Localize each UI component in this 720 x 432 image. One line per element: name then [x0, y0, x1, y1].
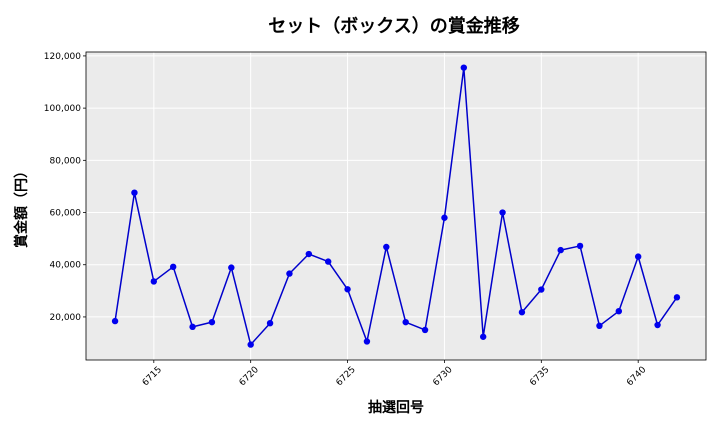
data-point [421, 326, 429, 334]
data-point [208, 318, 216, 326]
data-point [634, 253, 642, 260]
data-point [111, 317, 119, 325]
plot-border [85, 51, 707, 361]
data-point [479, 333, 487, 340]
data-point [286, 270, 293, 277]
y-axis-label: 賞金額（円） [13, 164, 30, 248]
data-point [266, 319, 274, 327]
y-tick-label: 80,000 [50, 156, 82, 166]
data-point [363, 338, 371, 345]
data-point [654, 321, 661, 329]
data-point [538, 286, 545, 293]
y-tick-label: 20,000 [50, 313, 82, 323]
y-tick-label: 60,000 [50, 209, 82, 219]
data-point [247, 341, 254, 348]
data-point [344, 286, 351, 293]
data-point [402, 318, 409, 326]
series-layer [111, 64, 681, 348]
data-point [460, 64, 468, 71]
series-line [114, 66, 678, 346]
data-point [305, 250, 313, 258]
x-tick-label: 6735 [528, 365, 551, 388]
data-point [150, 278, 158, 285]
data-point [615, 307, 623, 315]
data-point [441, 214, 448, 221]
data-point [189, 323, 196, 331]
data-point [131, 189, 138, 196]
data-point [596, 322, 603, 330]
y-tick-label: 40,000 [50, 261, 82, 271]
data-point [383, 243, 390, 251]
x-tick-label: 6740 [625, 365, 648, 388]
grid-lines [86, 52, 706, 360]
x-tick-label: 6725 [335, 365, 358, 388]
data-point [518, 309, 526, 316]
y-tick-label: 120,000 [44, 52, 81, 62]
x-tick-label: 6715 [141, 365, 164, 388]
data-point [228, 264, 235, 271]
plot-area [86, 52, 706, 360]
x-axis-label: 抽選回号 [368, 399, 424, 416]
y-tick-label: 100,000 [44, 104, 81, 114]
data-point [576, 242, 584, 250]
x-tick-label: 6730 [431, 365, 454, 388]
data-point [499, 209, 506, 216]
data-point [557, 246, 564, 254]
data-point [169, 263, 177, 271]
x-tick-label: 6720 [238, 365, 261, 388]
chart-title: セット（ボックス）の賞金推移 [268, 15, 519, 37]
data-point [324, 258, 332, 265]
data-point [673, 294, 681, 301]
